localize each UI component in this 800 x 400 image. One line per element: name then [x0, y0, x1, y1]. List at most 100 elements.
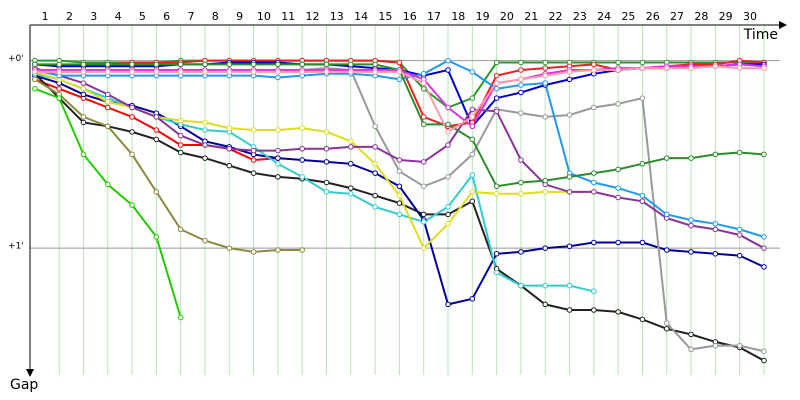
- x-tick-label: 17: [427, 10, 441, 23]
- data-point: [420, 85, 427, 92]
- data-point: [688, 222, 694, 229]
- data-point: [177, 149, 184, 156]
- data-point: [250, 127, 257, 133]
- x-tick-label: 7: [187, 10, 194, 23]
- y-tick-label: +0': [8, 54, 24, 64]
- data-point: [129, 151, 135, 158]
- data-point: [56, 61, 62, 68]
- data-point: [420, 211, 427, 218]
- data-point: [518, 282, 524, 289]
- data-point: [639, 316, 646, 323]
- data-point: [591, 189, 597, 195]
- data-point: [493, 95, 500, 101]
- data-point: [688, 155, 694, 161]
- data-point: [688, 331, 694, 338]
- data-point: [639, 192, 646, 199]
- data-point: [32, 76, 38, 83]
- data-point: [615, 67, 621, 73]
- data-point: [615, 185, 621, 191]
- data-point: [445, 301, 451, 308]
- data-point: [639, 160, 646, 167]
- x-tick-label: 29: [719, 10, 733, 23]
- data-point: [639, 59, 646, 66]
- x-tick-label: 26: [646, 10, 660, 23]
- x-tick-label: 4: [115, 10, 122, 23]
- data-point: [469, 198, 476, 205]
- data-point: [129, 61, 135, 68]
- data-point: [396, 192, 403, 199]
- data-point: [591, 104, 597, 111]
- data-point: [420, 219, 427, 225]
- data-point: [275, 69, 281, 75]
- data-point: [566, 243, 573, 250]
- data-point: [153, 61, 160, 68]
- data-point: [445, 104, 451, 111]
- data-point: [761, 264, 767, 270]
- data-point: [32, 61, 38, 68]
- data-point: [250, 147, 257, 154]
- data-point: [80, 114, 87, 120]
- data-point: [299, 174, 305, 180]
- data-point: [372, 192, 378, 199]
- data-point: [663, 211, 670, 218]
- data-point: [566, 112, 573, 118]
- data-point: [445, 129, 451, 135]
- data-point: [80, 91, 87, 98]
- x-tick-label: 13: [330, 10, 344, 23]
- data-point: [518, 76, 524, 83]
- data-point: [469, 69, 476, 75]
- x-tick-label: 6: [163, 10, 170, 23]
- data-point: [542, 80, 549, 86]
- x-tick-label: 1: [42, 10, 49, 23]
- data-point: [761, 245, 767, 251]
- data-point: [348, 61, 354, 68]
- data-point: [202, 61, 208, 68]
- data-point: [275, 127, 281, 133]
- data-point: [372, 204, 378, 210]
- data-point: [518, 59, 524, 66]
- data-point: [226, 61, 233, 68]
- data-point: [445, 220, 451, 227]
- data-point: [323, 129, 330, 135]
- data-point: [469, 172, 476, 178]
- data-point: [566, 76, 573, 83]
- data-point: [420, 80, 427, 86]
- data-point: [32, 69, 38, 75]
- data-point: [299, 61, 305, 68]
- x-tick-label: 5: [139, 10, 146, 23]
- data-point: [469, 136, 476, 143]
- data-point: [177, 69, 184, 75]
- data-point: [542, 282, 549, 289]
- data-point: [226, 125, 233, 131]
- data-point: [712, 226, 719, 233]
- data-point: [518, 67, 524, 73]
- data-point: [202, 155, 208, 161]
- data-point: [493, 80, 500, 86]
- data-point: [591, 239, 597, 246]
- data-point: [104, 123, 111, 130]
- data-point: [250, 157, 257, 163]
- data-point: [104, 69, 111, 75]
- data-point: [202, 119, 208, 126]
- data-point: [348, 160, 354, 167]
- data-point: [761, 65, 767, 71]
- y-axis-title: Gap: [10, 377, 38, 393]
- data-point: [736, 232, 743, 238]
- data-point: [104, 99, 111, 105]
- x-tick-label: 3: [90, 10, 97, 23]
- data-point: [420, 159, 427, 165]
- x-tick-label: 10: [257, 10, 271, 23]
- data-point: [104, 91, 111, 98]
- x-axis-title: Time: [743, 27, 778, 43]
- data-point: [469, 189, 476, 195]
- data-point: [177, 117, 184, 124]
- data-point: [688, 65, 694, 71]
- data-point: [348, 138, 354, 145]
- data-point: [372, 144, 378, 150]
- x-tick-label: 28: [694, 10, 708, 23]
- x-tick-label: 25: [621, 10, 635, 23]
- data-point: [275, 155, 281, 161]
- data-point: [469, 95, 476, 101]
- data-point: [518, 110, 524, 116]
- data-point: [542, 72, 549, 79]
